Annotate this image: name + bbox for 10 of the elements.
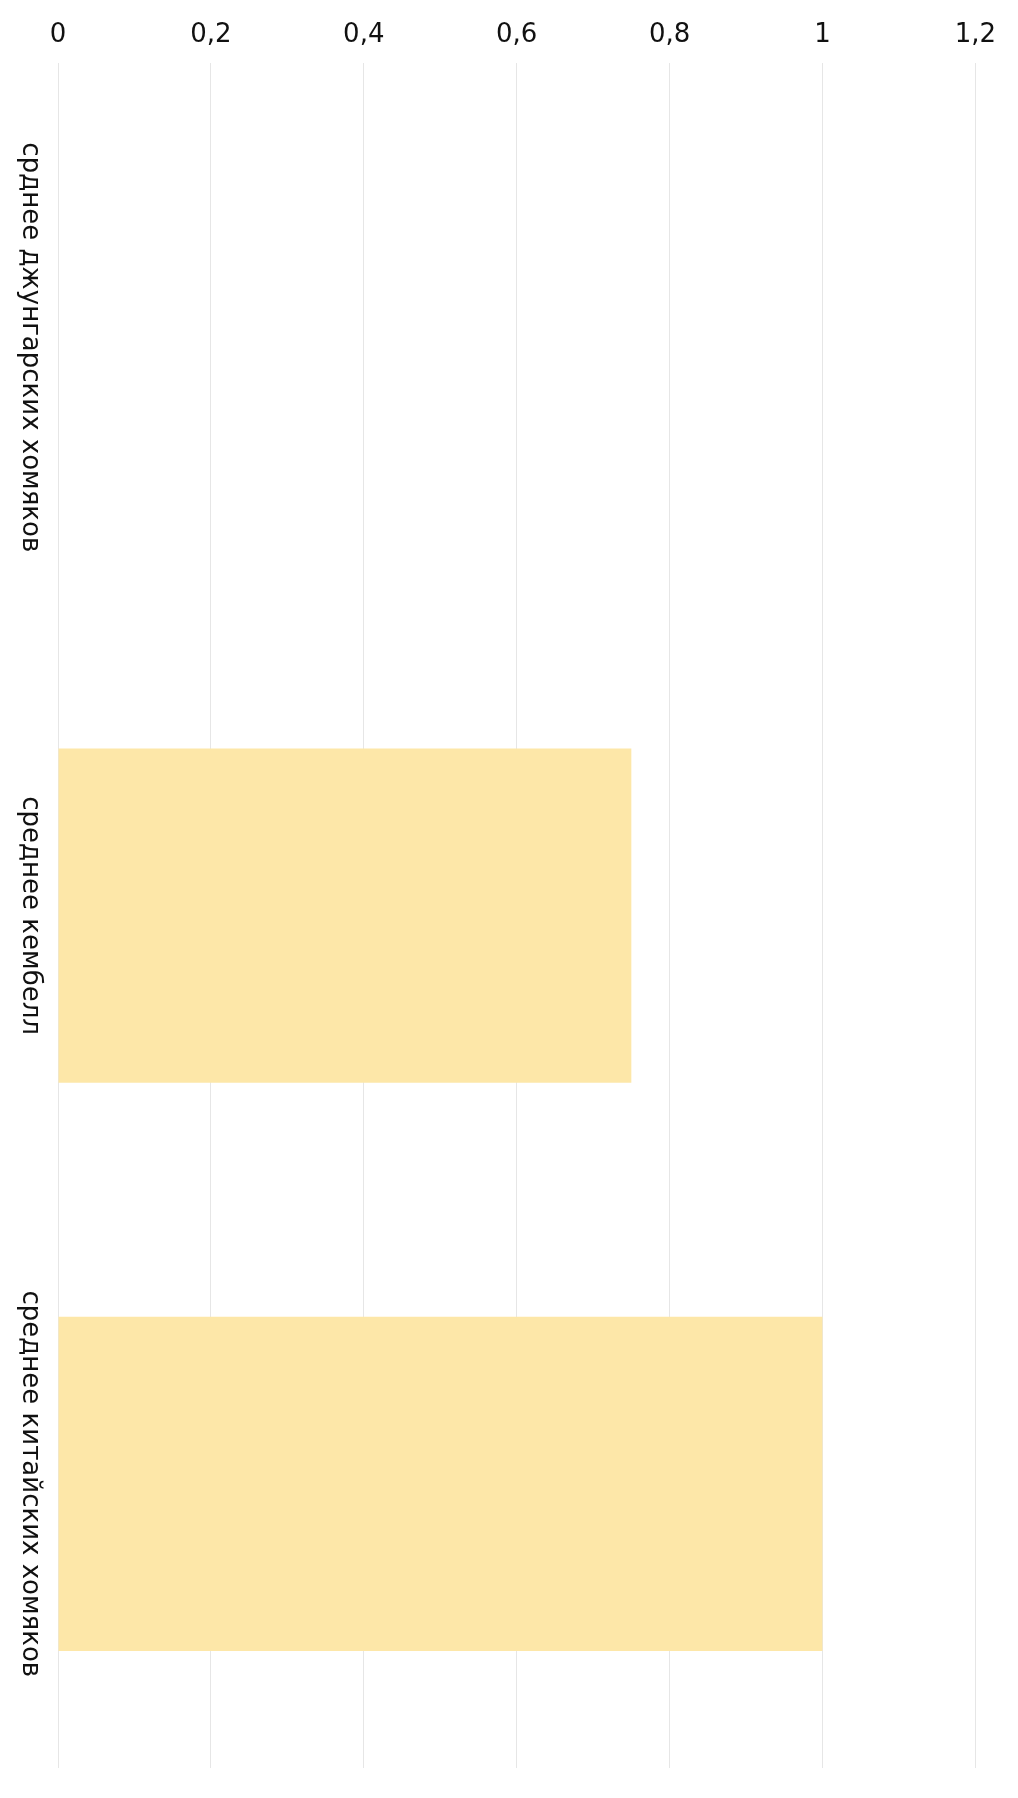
- x-tick-label: 0: [49, 18, 67, 49]
- x-tick-label: 0,8: [648, 18, 691, 49]
- x-tick-label: 0,6: [495, 18, 538, 49]
- y-tick-label: среднее кембелл: [17, 796, 48, 1035]
- x-tick-label: 1: [814, 18, 831, 49]
- x-tick-label: 0,2: [190, 18, 232, 49]
- x-tick-label: 1,2: [954, 18, 997, 49]
- y-tick-label: среднее китайских хомяков: [17, 1290, 48, 1678]
- x-tick-label: 0,4: [343, 18, 385, 49]
- y-tick-label: срднее джунгарских хомяков: [17, 142, 48, 553]
